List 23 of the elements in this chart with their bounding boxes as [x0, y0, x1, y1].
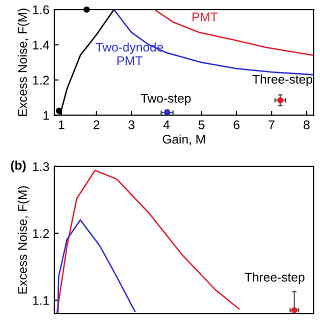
y-axis-title: Excess Noise, F(M)	[18, 186, 30, 294]
annotation: Three-step	[244, 272, 304, 284]
annotation: Two-step	[140, 94, 191, 106]
y-tick-label: 1.3	[33, 162, 49, 172]
x-tick-label: 5	[198, 120, 204, 130]
text: (b)	[10, 160, 26, 172]
x-tick-label: 6	[234, 120, 240, 130]
y-tick-label: 1.4	[33, 40, 50, 50]
y-axis-title: Excess Noise, F(M)	[18, 8, 30, 116]
y-tick-label: 1.6	[33, 5, 49, 14]
x-axis-title: Gain, M	[162, 134, 205, 146]
x-tick-label: 7	[268, 120, 274, 130]
annotation: PMT	[192, 12, 218, 22]
x-tick-label: 4	[163, 120, 170, 130]
x-tick-label: 1	[58, 120, 64, 130]
y-tick-label: 1.1	[33, 296, 49, 305]
y-tick-label: 1.2	[33, 76, 49, 85]
annotation: Three-step	[252, 74, 312, 86]
y-tick-label: 1.2	[33, 229, 49, 238]
y-tick-label: 1	[44, 111, 49, 120]
x-tick-label: 3	[128, 120, 134, 130]
x-tick-label: 8	[304, 120, 310, 130]
x-tick-label: 2	[94, 120, 100, 130]
